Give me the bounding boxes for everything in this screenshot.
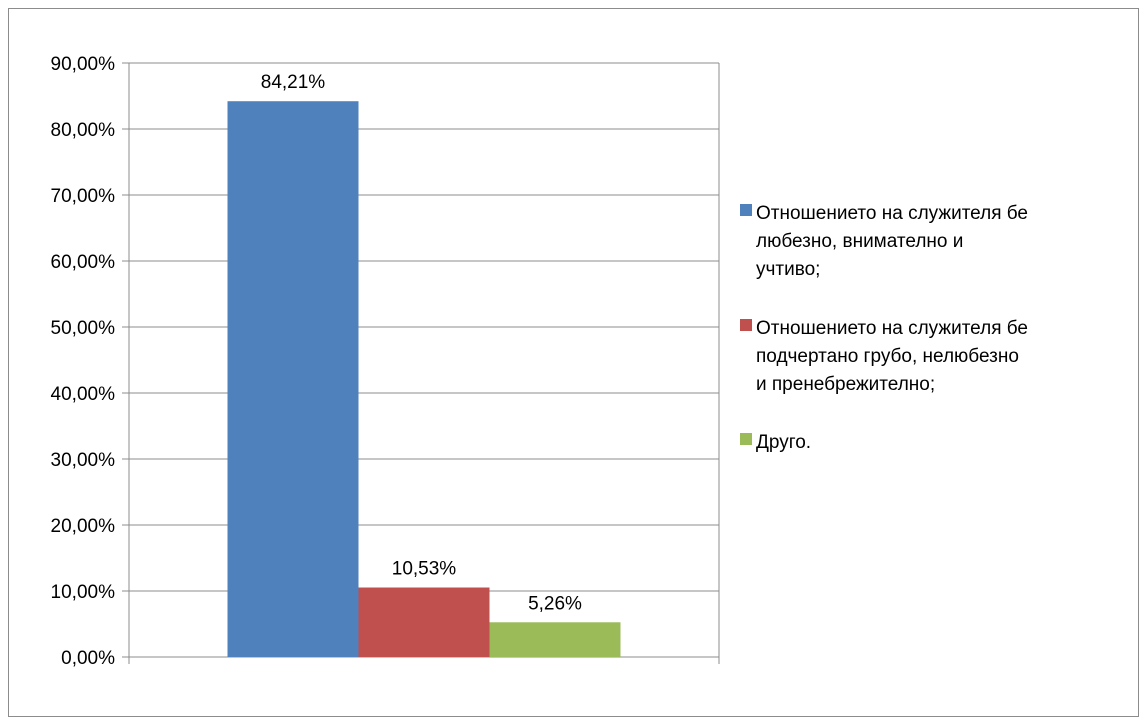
- y-tick-label: 60,00%: [51, 252, 116, 273]
- legend-label-1-line-2: любезно, внимателно и: [756, 231, 963, 252]
- y-tick-label: 70,00%: [51, 186, 116, 207]
- legend-label-2-line-2: подчертано грубо, нелюбезно: [756, 346, 1019, 367]
- y-axis-tick-labels: 0,00% 10,00% 20,00% 30,00% 40,00% 50,00% 60,00…: [51, 54, 116, 669]
- y-tick-label: 20,00%: [51, 516, 116, 537]
- legend-label-3-line-1: Друго.: [756, 432, 811, 453]
- y-tick-label: 0,00%: [61, 648, 115, 669]
- legend-swatch-1: [740, 204, 752, 216]
- y-tick-label: 10,00%: [51, 582, 116, 603]
- bar-1: [227, 101, 359, 658]
- y-tick-label: 50,00%: [51, 318, 116, 339]
- legend-label-1-line-1: Отношението на служителя бе: [756, 203, 1028, 224]
- legend-label-1-line-3: учтиво;: [756, 259, 820, 280]
- data-label-3: 5,26%: [528, 593, 582, 614]
- y-tick-label: 80,00%: [51, 120, 116, 141]
- legend-label-2-line-3: и пренебрежително;: [756, 374, 935, 395]
- gridlines: [129, 62, 720, 657]
- data-labels: 84,21% 10,53% 5,26%: [261, 72, 582, 614]
- legend-swatch-3: [740, 433, 752, 445]
- legend-swatch-2: [740, 319, 752, 331]
- y-tick-label: 90,00%: [51, 54, 116, 75]
- bar-2: [358, 587, 490, 657]
- bars: [227, 101, 621, 658]
- bar-3: [489, 622, 621, 657]
- y-tick-label: 40,00%: [51, 384, 116, 405]
- legend-label-2-line-1: Отношението на служителя бе: [756, 318, 1028, 339]
- chart-frame: [8, 8, 1139, 717]
- y-tick-label: 30,00%: [51, 450, 116, 471]
- data-label-1: 84,21%: [261, 72, 326, 93]
- data-label-2: 10,53%: [392, 559, 457, 580]
- legend: Отношението на служителя бе любезно, вним…: [740, 203, 1028, 453]
